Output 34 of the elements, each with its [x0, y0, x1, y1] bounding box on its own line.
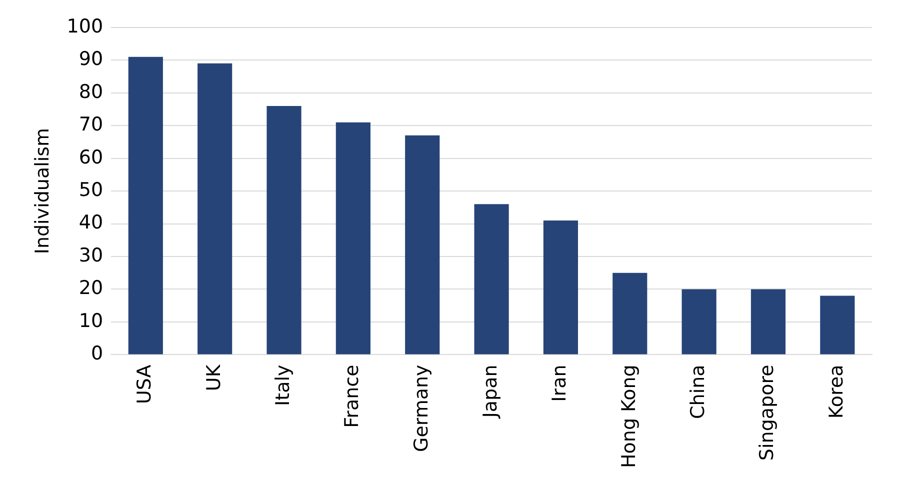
- y-tick-label: 40: [78, 212, 104, 234]
- y-tick-label: 0: [90, 342, 104, 365]
- x-tick-label: Singapore: [756, 364, 778, 461]
- bar: [198, 63, 232, 354]
- x-tick-label: Iran: [548, 364, 571, 402]
- bar: [128, 56, 163, 354]
- y-tick-label: 100: [66, 15, 104, 38]
- y-axis-title: Individualism: [31, 128, 54, 254]
- x-tick-label: Germany: [410, 364, 432, 452]
- bar: [820, 296, 855, 354]
- x-tick-label: Italy: [272, 364, 294, 406]
- bar: [266, 106, 302, 354]
- bar: [474, 204, 509, 354]
- bar: [612, 272, 648, 354]
- x-tick-label: UK: [202, 364, 225, 392]
- bar: [682, 289, 716, 354]
- x-tick-label: USA: [134, 364, 156, 404]
- y-tick-label: 90: [78, 48, 104, 70]
- x-tick-label: Hong Kong: [618, 364, 640, 468]
- x-tick-label: Korea: [825, 364, 848, 419]
- y-tick-label: 70: [78, 114, 104, 136]
- x-tick-label: France: [341, 364, 364, 428]
- bar: [336, 122, 370, 354]
- y-tick-label: 30: [78, 244, 104, 266]
- y-tick-label: 80: [78, 80, 104, 103]
- y-tick-label: 10: [78, 310, 104, 332]
- y-tick-label: 60: [78, 146, 104, 168]
- bar: [750, 289, 786, 354]
- y-tick-label: 50: [78, 178, 104, 201]
- y-tick-label: 20: [78, 277, 104, 300]
- x-tick-label: Japan: [479, 364, 502, 419]
- x-tick-label: China: [687, 364, 709, 419]
- bar: [543, 220, 578, 354]
- bar: [405, 135, 440, 354]
